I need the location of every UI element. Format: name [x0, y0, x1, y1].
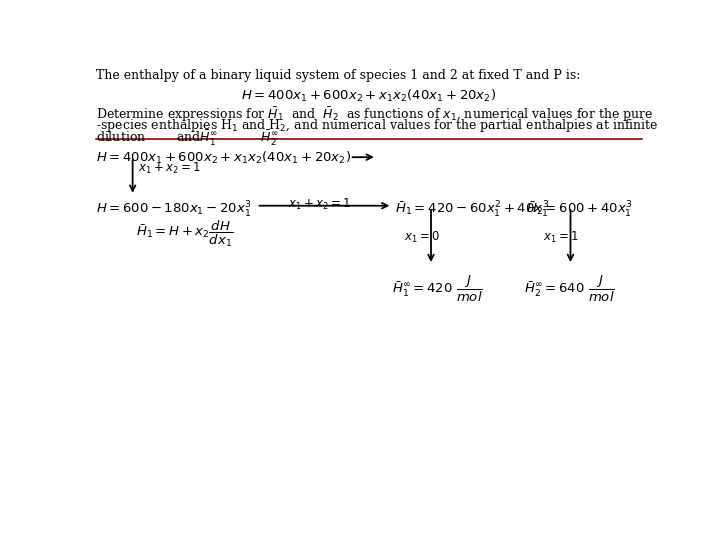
Text: $H = 400x_1 + 600x_2 + x_1x_2(40x_1 + 20x_2)$: $H = 400x_1 + 600x_2 + x_1x_2(40x_1 + 20…	[96, 150, 351, 166]
Text: $\bar{H}_2^{\infty} = 640\ \dfrac{J}{mol}$: $\bar{H}_2^{\infty} = 640\ \dfrac{J}{mol…	[524, 274, 615, 305]
Text: -species enthalpies H$_1$ and H$_2$, and numerical values for the partial enthal: -species enthalpies H$_1$ and H$_2$, and…	[96, 117, 659, 134]
Text: The enthalpy of a binary liquid system of species 1 and 2 at fixed T and P is:: The enthalpy of a binary liquid system o…	[96, 69, 580, 82]
Text: Determine expressions for $\bar{H}_1$  and  $\bar{H}_2$  as functions of $x_1$, : Determine expressions for $\bar{H}_1$ an…	[96, 106, 654, 124]
Text: $\bar{H}_1 = 420 - 60x_1^2 + 40x_1^3$: $\bar{H}_1 = 420 - 60x_1^2 + 40x_1^3$	[395, 200, 549, 219]
Text: $\bar{H}_1^{\infty} = 420\ \dfrac{J}{mol}$: $\bar{H}_1^{\infty} = 420\ \dfrac{J}{mol…	[392, 274, 483, 305]
Text: $x_1 + x_2 = 1$: $x_1 + x_2 = 1$	[138, 161, 201, 176]
Text: $x_1 + x_2 = 1$: $x_1 + x_2 = 1$	[287, 197, 350, 212]
Text: $H = 400x_1 + 600x_2 + x_1x_2(40x_1 + 20x_2)$: $H = 400x_1 + 600x_2 + x_1x_2(40x_1 + 20…	[241, 88, 497, 104]
Text: $\bar{H}_2 = 600 + 40x_1^3$: $\bar{H}_2 = 600 + 40x_1^3$	[526, 200, 633, 219]
Text: $x_1 = 1$: $x_1 = 1$	[544, 231, 579, 246]
Text: $x_1 = 0$: $x_1 = 0$	[404, 231, 440, 246]
Text: $H = 600 - 180x_1 - 20x_1^3$: $H = 600 - 180x_1 - 20x_1^3$	[96, 200, 252, 220]
Text: $\bar{H}_1 = H + x_2\dfrac{dH}{dx_1}$: $\bar{H}_1 = H + x_2\dfrac{dH}{dx_1}$	[137, 219, 234, 249]
Text: dilution        and$\bar{H}_1^{\infty}$           $\bar{H}_2^{\infty}$: dilution and$\bar{H}_1^{\infty}$ $\bar{H…	[96, 129, 279, 148]
